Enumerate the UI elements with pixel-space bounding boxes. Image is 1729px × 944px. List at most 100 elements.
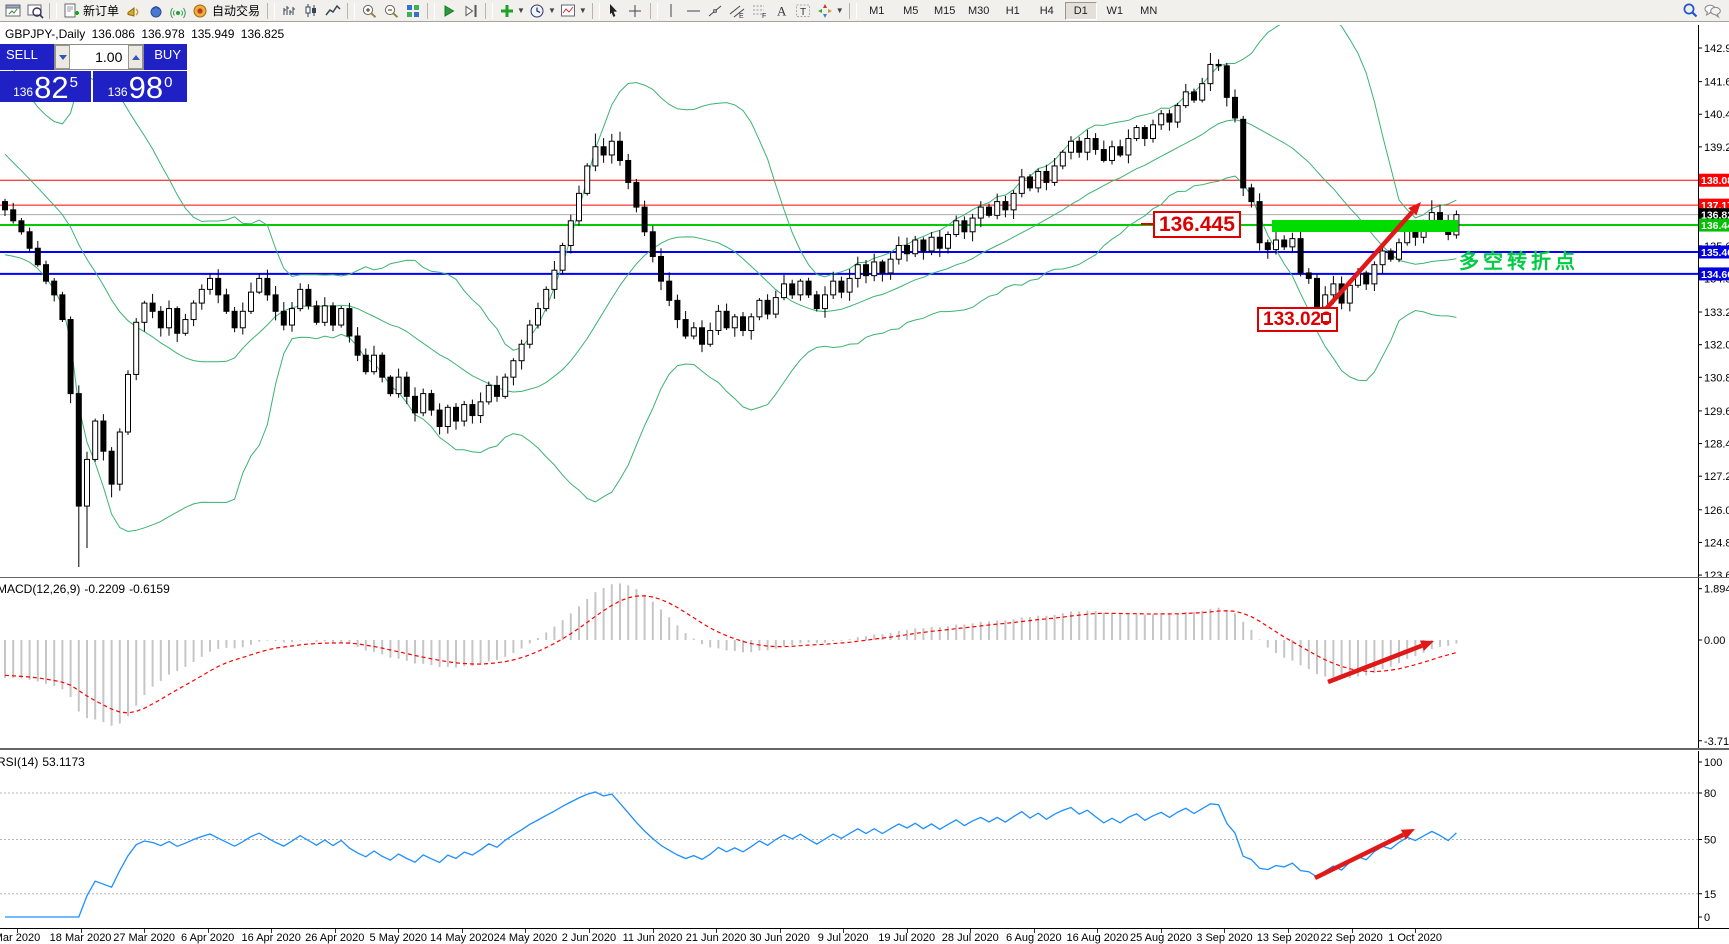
date-label: 25 Aug 2020 — [1129, 932, 1192, 944]
green-zone[interactable] — [1272, 220, 1458, 232]
sell-price-button[interactable]: 136 82 5 — [0, 71, 91, 103]
trend-arrow[interactable] — [1314, 832, 1405, 881]
main-chart[interactable]: 142.900141.675140.485139.295135.690134.5… — [0, 25, 1729, 578]
bar-chart-icon[interactable] — [279, 2, 299, 19]
price-tick: 124.875 — [1704, 537, 1729, 549]
periods-icon[interactable] — [528, 2, 548, 19]
news-icon[interactable] — [146, 2, 166, 19]
signal-icon[interactable] — [168, 2, 188, 19]
timeframe-button-m5[interactable]: M5 — [903, 4, 919, 17]
chart-shift-icon[interactable] — [461, 2, 481, 19]
search-icon[interactable] — [1680, 2, 1700, 19]
date-label: 3 Sep 2020 — [1196, 932, 1253, 944]
date-label: 16 Aug 2020 — [1066, 932, 1129, 944]
buy-button[interactable]: BUY — [144, 44, 187, 70]
timeframe-button-m30[interactable]: M30 — [968, 4, 990, 17]
date-tick — [461, 929, 463, 933]
timeframe-button-mn[interactable]: MN — [1140, 4, 1158, 17]
chat-icon[interactable] — [1702, 2, 1722, 19]
macd-label: MACD(12,26,9) -0.2209 -0.6159 — [0, 582, 170, 596]
timeframe-button-h1[interactable]: H1 — [1005, 4, 1020, 17]
date-tick — [398, 929, 400, 933]
date-tick — [80, 929, 82, 933]
trend-arrow[interactable] — [1327, 643, 1423, 685]
macd-chart[interactable]: 1.894 0.00 -3.7183 — [0, 578, 1729, 750]
macd-scale-label: 0.00 — [1704, 635, 1725, 647]
volume-down-button[interactable] — [55, 45, 71, 69]
autotrade-icon[interactable] — [190, 2, 210, 19]
sound-alert-icon[interactable] — [124, 2, 144, 19]
arrows-icon[interactable] — [816, 2, 836, 19]
rsi-chart[interactable]: 100 80 50 15 0 — [0, 751, 1729, 928]
window-profiles-icon[interactable] — [25, 2, 45, 19]
macd-signal-line — [4, 595, 1457, 714]
price-tick: 126.065 — [1704, 505, 1729, 517]
pane-separator[interactable] — [0, 748, 1729, 750]
cursor-icon[interactable] — [604, 2, 624, 19]
date-tick — [1033, 929, 1035, 933]
ohlc-high: 136.978 — [141, 27, 185, 41]
line-chart-icon[interactable] — [323, 2, 343, 19]
sell-button[interactable]: SELL — [0, 44, 55, 70]
arrows-dropdown-icon[interactable]: ▼ — [835, 6, 844, 15]
symbol-ohlc-header: GBPJPY-,Daily 136.086 136.978 135.949 13… — [5, 27, 287, 41]
autotrade-label[interactable]: 自动交易 — [212, 4, 261, 18]
trendline-handle[interactable] — [1321, 313, 1331, 323]
timeframe-button-m1[interactable]: M1 — [869, 4, 885, 17]
templates-dropdown-icon[interactable]: ▼ — [578, 6, 587, 15]
trend-arrow[interactable] — [1316, 210, 1415, 320]
date-label: 26 Apr 2020 — [305, 932, 365, 944]
timeframe-button-d1[interactable]: D1 — [1064, 1, 1097, 20]
auto-scroll-icon[interactable] — [439, 2, 459, 19]
rsi-line — [5, 791, 1457, 918]
crosshair-icon[interactable] — [626, 2, 646, 19]
buy-price-main: 98 — [128, 70, 164, 105]
pane-separator[interactable] — [0, 577, 1729, 578]
date-tick — [144, 929, 146, 933]
indicators-icon[interactable] — [497, 2, 517, 19]
tile-windows-icon[interactable] — [403, 2, 423, 19]
date-label: 6 Apr 2020 — [181, 932, 235, 944]
new-order-icon[interactable] — [61, 2, 81, 19]
vertical-line-icon[interactable] — [662, 2, 682, 19]
horizontal-line-icon[interactable] — [684, 2, 704, 19]
new-order-label[interactable]: 新订单 — [83, 4, 120, 18]
date-tick — [1097, 929, 1099, 933]
date-label: 14 May 2020 — [430, 932, 494, 944]
timeframe-button-m15[interactable]: M15 — [934, 4, 956, 17]
text-label-icon[interactable]: T — [794, 2, 814, 19]
zoom-out-icon[interactable] — [381, 2, 401, 19]
date-tick — [716, 929, 718, 933]
buy-label: BUY — [154, 47, 181, 62]
price-tick: 130.895 — [1704, 372, 1729, 384]
volume-up-button[interactable] — [128, 45, 144, 69]
indicators-dropdown-icon[interactable]: ▼ — [517, 6, 525, 15]
toolbar-separator — [267, 2, 276, 19]
buy-price-button[interactable]: 136 98 0 — [93, 70, 187, 105]
price-tick: 142.900 — [1704, 43, 1729, 55]
toolbar-separator — [485, 2, 494, 19]
volume-input[interactable] — [70, 45, 129, 69]
trendline-icon[interactable] — [706, 2, 726, 19]
templates-icon[interactable] — [559, 2, 579, 19]
toolbar-separator — [347, 2, 356, 19]
periods-dropdown-icon[interactable]: ▼ — [547, 6, 556, 15]
resistance-price-box[interactable]: 136.445 — [1153, 211, 1241, 238]
fibonacci-icon[interactable]: F — [750, 2, 770, 19]
ohlc-open: 136.086 — [91, 27, 135, 41]
toolbar-separator — [427, 2, 436, 19]
candlestick-icon[interactable] — [301, 2, 321, 19]
new-chart-icon[interactable] — [3, 2, 23, 19]
zoom-in-icon[interactable] — [359, 2, 379, 19]
date-tick — [1415, 929, 1417, 933]
date-label: 21 Jun 2020 — [685, 932, 747, 944]
timeframe-button-w1[interactable]: W1 — [1106, 4, 1123, 17]
timeframe-button-h4[interactable]: H4 — [1039, 4, 1054, 17]
svg-text:E: E — [739, 13, 744, 19]
pivot-note-text[interactable]: 多空转折点 — [1459, 251, 1579, 273]
date-label: 19 Jul 2020 — [878, 932, 936, 944]
text-icon[interactable]: A — [772, 2, 792, 19]
channel-icon[interactable]: E — [728, 2, 748, 19]
price-tick: 132.085 — [1704, 340, 1729, 352]
